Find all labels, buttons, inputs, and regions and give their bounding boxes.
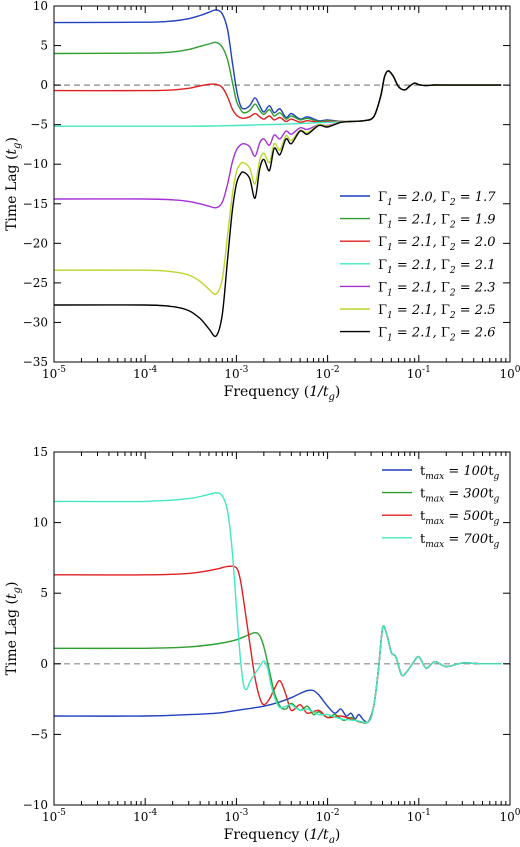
legend-label-1: Γ1​ = 2.0, Γ2​ = 1.7	[378, 190, 496, 208]
legend-label-2: tmax​ = 300tg​	[420, 487, 499, 505]
x-tick-label: 10-5	[42, 808, 66, 824]
series-line-1	[54, 625, 502, 724]
y-tick-label: 0	[40, 657, 48, 671]
y-tick-label: 0	[40, 78, 48, 92]
y-tick-label: −5	[30, 118, 48, 132]
series-line-1	[54, 9, 502, 123]
x-tick-label: 10-2	[316, 365, 340, 381]
series-line-3	[54, 565, 502, 724]
plot-frame	[53, 5, 511, 363]
y-tick-label: −35	[23, 355, 48, 369]
plot-area	[54, 9, 502, 338]
x-axis-label: Frequency (1/tg)	[224, 827, 341, 843]
x-tick-label: 10-3	[224, 365, 248, 381]
legend-label-4: Γ1​ = 2.1, Γ2​ = 2.1	[378, 258, 495, 276]
legend-label-4: tmax​ = 700tg​	[420, 532, 499, 550]
y-axis-label: Time Lag (tg)	[4, 137, 23, 231]
series-line-5	[54, 70, 502, 209]
plot-frame	[53, 451, 511, 806]
series-line-2	[54, 625, 502, 724]
x-tick-label: 10-1	[407, 365, 431, 381]
y-tick-label: −15	[23, 197, 48, 211]
chart-1: 10-5 10-4 10-3 10-2 10-1 100−35−30−25−20−15−1…	[4, 0, 520, 403]
y-tick-label: −10	[23, 798, 48, 812]
x-tick-label: 100	[499, 365, 520, 381]
y-tick-label: 15	[33, 445, 48, 459]
y-tick-label: −30	[23, 315, 48, 329]
legend-label-3: tmax​ = 500tg​	[420, 509, 499, 527]
series-line-7	[54, 70, 502, 338]
y-tick-label: 5	[40, 39, 48, 53]
legend-label-3: Γ1​ = 2.1, Γ2​ = 2.0	[378, 235, 495, 253]
x-tick-label: 10-4	[133, 808, 157, 824]
legend-label-5: Γ1​ = 2.1, Γ2​ = 2.3	[378, 280, 495, 298]
legend-label-1: tmax​ = 100tg​	[420, 464, 499, 482]
y-tick-label: 10	[33, 0, 48, 13]
y-tick-label: −10	[23, 157, 48, 171]
series-line-4	[54, 492, 502, 724]
y-tick-label: −20	[23, 236, 48, 250]
y-tick-label: −25	[23, 276, 48, 290]
chart-2: 10-5 10-4 10-3 10-2 10-1 100 −10 −5 0 5 10 15 Freque…	[4, 445, 520, 846]
y-tick-label: 10	[33, 516, 48, 530]
y-tick-label: 5	[40, 586, 48, 600]
x-tick-label: 10-4	[133, 365, 157, 381]
x-tick-label: 10-5	[42, 365, 66, 381]
x-tick-label: 10-1	[407, 808, 431, 824]
legend: Γ1​ = 2.0, Γ2​ = 1.7 Γ1​ = 2.1, Γ2​ = 1.9…	[340, 190, 496, 344]
y-axis-label: Time Lag (tg)	[4, 582, 23, 676]
legend-label-2: Γ1​ = 2.1, Γ2​ = 1.9	[378, 213, 495, 231]
y-tick-label: −5	[30, 727, 48, 741]
legend-label-6: Γ1​ = 2.1, Γ2​ = 2.5	[378, 303, 495, 321]
legend-label-7: Γ1​ = 2.1, Γ2​ = 2.6	[378, 326, 495, 344]
x-tick-label: 10-3	[224, 808, 248, 824]
x-axis-label: Frequency (1/tg)	[224, 384, 341, 403]
x-tick-label: 10-2	[316, 808, 340, 824]
plot-area	[54, 492, 502, 724]
x-tick-label: 100	[499, 808, 520, 824]
legend: tmax​ = 100tg​ tmax​ = 300tg​ tmax​ = 500t…	[382, 464, 499, 550]
